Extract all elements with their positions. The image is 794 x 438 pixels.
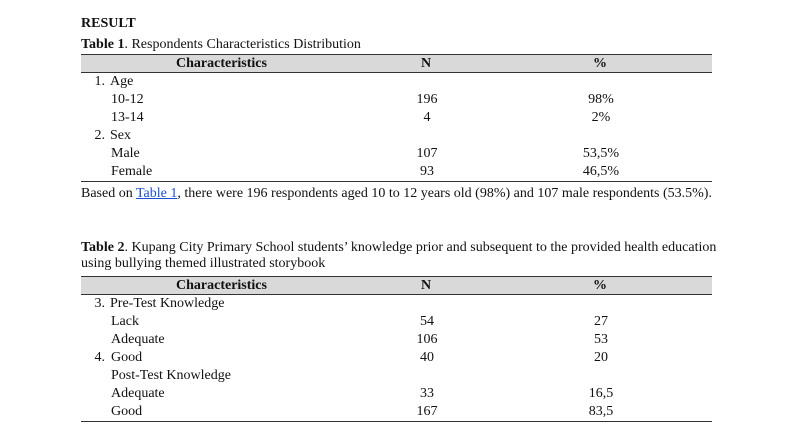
table2-caption: Table 2. Kupang City Primary School stud… xyxy=(81,240,721,272)
results-paragraph: Based on Table 1, there were 196 respond… xyxy=(81,184,713,204)
table2-col-characteristics: Characteristics xyxy=(176,278,267,293)
table2-col-pct: % xyxy=(593,278,607,293)
table2-header: Characteristics N % xyxy=(81,276,712,295)
table-row: 3. Pre-Test Knowledge xyxy=(81,295,712,313)
table1-caption-label: Table 1 xyxy=(81,37,125,52)
table-row: 10-12 196 98% xyxy=(81,91,712,109)
section-heading: RESULT xyxy=(81,16,136,31)
row-n: 167 xyxy=(416,404,438,419)
row-pct: 53 xyxy=(594,332,608,347)
table1-caption: Table 1. Respondents Characteristics Dis… xyxy=(81,37,361,53)
row-number: 2. xyxy=(94,128,106,143)
row-label: Pre-Test Knowledge xyxy=(110,296,225,311)
table-row: Female 93 46,5% xyxy=(81,163,712,182)
table-row: 4. Good 40 20 xyxy=(81,349,712,367)
row-label: 13-14 xyxy=(111,110,144,125)
paragraph-text-before: Based on xyxy=(81,186,136,201)
row-n: 4 xyxy=(423,110,431,125)
row-number: 1. xyxy=(94,74,106,89)
row-pct: 53,5% xyxy=(582,146,620,161)
table1-col-characteristics: Characteristics xyxy=(176,56,267,71)
table-row: Adequate 33 16,5 xyxy=(81,385,712,403)
row-label: Adequate xyxy=(111,332,165,347)
table2-col-n: N xyxy=(421,278,432,293)
row-n: 54 xyxy=(420,314,434,329)
table-row: 1. Age xyxy=(81,73,712,91)
table-row: Good 167 83,5 xyxy=(81,403,712,422)
paragraph-text-after: , there were 196 respondents aged 10 to … xyxy=(177,186,712,201)
table1-col-n: N xyxy=(421,56,432,71)
table-1: Characteristics N % 1. Age 10-12 196 98%… xyxy=(81,54,712,182)
table-row: Adequate 106 53 xyxy=(81,331,712,349)
row-label: Adequate xyxy=(111,386,165,401)
row-label: Age xyxy=(110,74,134,89)
row-n: 106 xyxy=(416,332,438,347)
table1-link[interactable]: Table 1 xyxy=(135,186,178,201)
table-row: Male 107 53,5% xyxy=(81,145,712,163)
row-pct: 27 xyxy=(594,314,608,329)
table-row: 2. Sex xyxy=(81,127,712,145)
table-row: 13-14 4 2% xyxy=(81,109,712,127)
row-pct: 46,5% xyxy=(582,164,620,179)
table1-header: Characteristics N % xyxy=(81,54,712,73)
table2-caption-text: . Kupang City Primary School students’ k… xyxy=(81,240,717,271)
table-row: Post-Test Knowledge xyxy=(81,367,712,385)
row-label: 10-12 xyxy=(111,92,144,107)
table-row: Lack 54 27 xyxy=(81,313,712,331)
row-n: 40 xyxy=(420,350,434,365)
row-label: Lack xyxy=(111,314,139,329)
row-pct: 20 xyxy=(594,350,608,365)
row-number: 3. xyxy=(94,296,106,311)
row-n: 107 xyxy=(416,146,438,161)
row-label: Male xyxy=(111,146,140,161)
row-label: Good xyxy=(111,350,143,365)
row-number: 4. xyxy=(94,350,106,365)
row-pct: 98% xyxy=(588,92,614,107)
table1-caption-text: . Respondents Characteristics Distributi… xyxy=(124,37,361,52)
table-2: Characteristics N % 3. Pre-Test Knowledg… xyxy=(81,276,712,422)
row-pct: 83,5 xyxy=(588,404,614,419)
table2-caption-label: Table 2 xyxy=(81,240,125,255)
row-n: 33 xyxy=(420,386,434,401)
row-label: Good xyxy=(111,404,143,419)
row-pct: 2% xyxy=(591,110,611,125)
row-n: 93 xyxy=(420,164,434,179)
row-pct: 16,5 xyxy=(588,386,614,401)
row-label: Post-Test Knowledge xyxy=(111,368,231,383)
row-label: Female xyxy=(111,164,153,179)
table1-col-pct: % xyxy=(593,56,607,71)
row-label: Sex xyxy=(110,128,131,143)
row-n: 196 xyxy=(416,92,438,107)
